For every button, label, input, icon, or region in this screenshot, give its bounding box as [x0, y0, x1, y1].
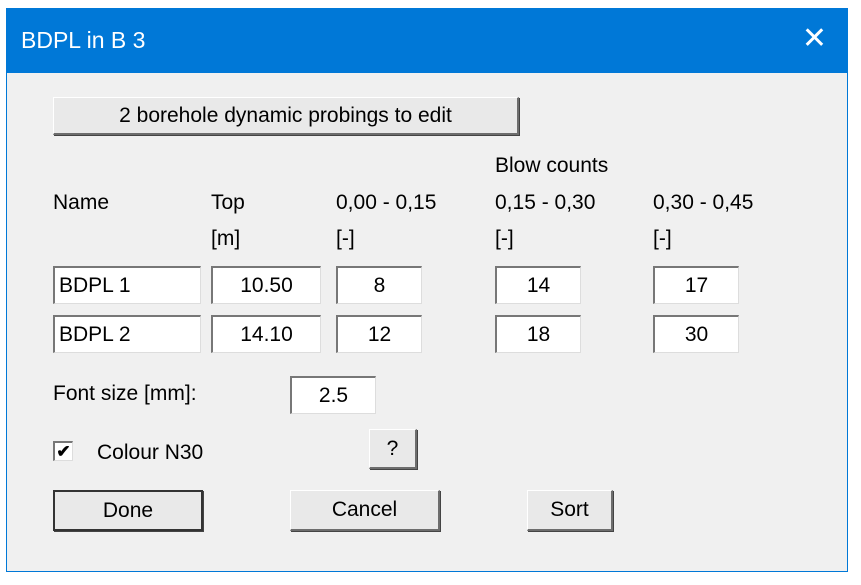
name-input-2[interactable]: [53, 315, 201, 353]
help-button[interactable]: ?: [369, 429, 417, 469]
col1-input-2[interactable]: [336, 315, 422, 353]
font-size-label: Font size [mm]:: [53, 382, 197, 405]
col1-input-1[interactable]: [336, 266, 422, 304]
col2-input-2[interactable]: [495, 315, 581, 353]
cancel-button[interactable]: Cancel: [290, 490, 440, 531]
col1-header: 0,00 - 0,15: [336, 191, 437, 214]
name-input-1[interactable]: [53, 266, 201, 304]
col2-unit: [-]: [495, 227, 514, 250]
col2-input-1[interactable]: [495, 266, 581, 304]
font-size-input[interactable]: [290, 376, 376, 414]
col2-header: 0,15 - 0,30: [495, 191, 596, 214]
top-input-1[interactable]: [211, 266, 321, 304]
col1-unit: [-]: [336, 227, 355, 250]
sort-button[interactable]: Sort: [527, 490, 613, 531]
top-input-2[interactable]: [211, 315, 321, 353]
checkmark-icon: ✔: [56, 442, 71, 461]
done-button[interactable]: Done: [53, 490, 203, 531]
col3-header: 0,30 - 0,45: [653, 191, 754, 214]
colour-checkbox[interactable]: ✔: [53, 441, 73, 461]
col3-input-2[interactable]: [653, 315, 739, 353]
top-header: Top: [211, 191, 245, 214]
name-header: Name: [53, 191, 110, 214]
blow-counts-label: Blow counts: [495, 154, 609, 177]
col3-input-1[interactable]: [653, 266, 739, 304]
col3-unit: [-]: [653, 227, 672, 250]
dialog: BDPL in B 3 ✕ 2 borehole dynamic probing…: [6, 8, 848, 572]
dialog-title: BDPL in B 3: [21, 27, 146, 53]
colour-label: Colour N30: [97, 441, 204, 464]
top-unit: [m]: [211, 227, 241, 250]
close-icon[interactable]: ✕: [801, 22, 827, 55]
title-bar: BDPL in B 3 ✕: [7, 9, 847, 73]
edit-probings-button[interactable]: 2 borehole dynamic probings to edit: [53, 97, 519, 135]
